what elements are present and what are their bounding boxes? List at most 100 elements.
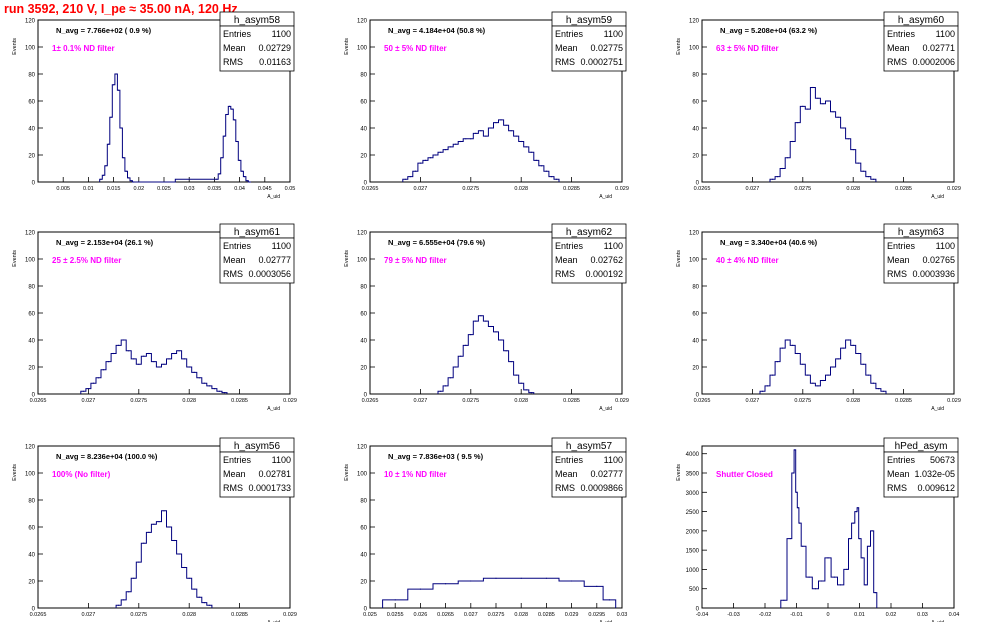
y-tick-label: 40	[360, 127, 367, 133]
histogram-line	[115, 510, 213, 608]
filter-label: 63 ± 5% ND filter	[716, 44, 779, 53]
y-tick-label: 100	[357, 472, 368, 478]
histogram-bin	[183, 358, 185, 360]
histogram-bin	[827, 557, 829, 559]
histogram-bin	[867, 374, 869, 376]
stats-value: 0.0009866	[580, 483, 623, 493]
stats-title: h_asym59	[566, 15, 613, 26]
histogram-bin	[133, 181, 135, 183]
histogram-bin	[822, 103, 824, 105]
x-tick-label: 0.028	[514, 186, 528, 192]
histogram-bin	[138, 561, 140, 563]
y-tick-label: 1500	[686, 549, 700, 555]
navg-label: N_avg = 5.208e+04 (63.2 %)	[720, 26, 818, 35]
y-tick-label: 100	[689, 258, 700, 264]
stats-box	[551, 25, 627, 72]
y-tick-label: 80	[28, 499, 35, 505]
histogram-bin	[470, 580, 472, 582]
histogram-bin	[808, 576, 810, 578]
histogram-bin	[857, 352, 859, 355]
x-tick-label: 0.005	[56, 186, 70, 192]
histogram-bin	[213, 388, 215, 390]
histogram-bin	[108, 143, 110, 145]
y-tick-label: 40	[28, 127, 35, 133]
histogram-bin	[874, 592, 876, 594]
histogram-bin	[228, 105, 231, 107]
histogram-bin	[153, 361, 155, 363]
filter-label: 50 ± 5% ND filter	[384, 44, 447, 53]
filter-label: 100% (No filter)	[52, 470, 111, 479]
histogram-bin	[789, 538, 791, 540]
histogram-bin	[865, 584, 867, 586]
x-tick-label: 0.02	[886, 612, 897, 618]
histogram-bin	[208, 385, 210, 387]
histogram-bin	[429, 157, 432, 159]
histogram-bin	[772, 374, 774, 376]
histogram-bin	[510, 130, 512, 132]
stats-value: 0.02777	[258, 255, 291, 265]
histogram-bin	[505, 350, 507, 352]
histogram-bin	[113, 84, 115, 86]
stats-value: 1100	[604, 455, 623, 465]
histogram-bin	[821, 580, 823, 582]
histogram-bin	[113, 352, 115, 355]
histogram-bin	[460, 140, 462, 143]
y-tick-label: 40	[360, 553, 367, 559]
histogram-bin	[115, 73, 117, 75]
histogram-bin	[231, 108, 233, 110]
histogram-bin	[246, 180, 248, 182]
histogram-bin	[440, 151, 442, 153]
x-tick-label: 0.0285	[538, 612, 555, 618]
histogram-bin	[799, 522, 801, 524]
y-tick-label: 80	[692, 285, 699, 291]
stats-value: 0.009612	[917, 483, 955, 493]
stats-label: RMS	[223, 269, 243, 279]
histogram-bin	[123, 339, 125, 341]
stats-label: RMS	[887, 269, 907, 279]
stats-box	[219, 237, 295, 284]
histogram-bin	[520, 577, 522, 579]
histogram-bin	[802, 105, 804, 107]
y-tick-label: 80	[360, 499, 367, 505]
histogram-bin	[100, 178, 102, 180]
histogram-line	[437, 315, 535, 394]
histogram-bin	[465, 344, 467, 346]
stats-label: Mean	[223, 43, 246, 53]
stats-value: 0.02729	[258, 43, 291, 53]
histogram-line	[99, 73, 251, 183]
histogram-bin	[130, 180, 132, 182]
histogram-bin	[394, 599, 396, 601]
y-axis-label: Events	[344, 38, 350, 55]
histogram-bin	[244, 176, 246, 178]
stats-value: 1100	[272, 29, 291, 39]
histogram-bin	[226, 113, 228, 116]
histogram-line	[769, 87, 877, 182]
histogram-bin	[123, 157, 125, 159]
stats-title: hPed_asym	[895, 441, 948, 452]
y-tick-label: 20	[692, 154, 699, 160]
histogram-bin	[827, 100, 829, 102]
histogram-bin	[223, 135, 226, 137]
y-tick-label: 80	[692, 73, 699, 79]
x-tick-label: 0.029	[283, 398, 297, 404]
histogram-bin	[128, 350, 130, 352]
y-tick-label: 0	[364, 393, 368, 399]
y-tick-label: 40	[360, 339, 367, 345]
stats-label: Mean	[555, 469, 578, 479]
histogram-bin	[163, 510, 165, 512]
histogram-bin	[812, 86, 814, 89]
x-tick-label: 0.0255	[387, 612, 404, 618]
histogram-bin	[485, 135, 487, 137]
y-tick-label: 120	[689, 19, 700, 25]
histogram-line	[759, 339, 887, 394]
navg-label: N_avg = 7.836e+03 ( 9.5 %)	[388, 452, 484, 461]
histogram-bin	[520, 382, 522, 384]
navg-label: N_avg = 6.555e+04 (79.6 %)	[388, 238, 486, 247]
histogram-bin	[545, 577, 548, 579]
y-tick-label: 60	[28, 526, 35, 532]
y-axis-label: Events	[12, 464, 18, 481]
x-axis-label: A_uid	[931, 194, 944, 200]
stats-value: 0.02781	[258, 469, 291, 479]
y-tick-label: 60	[360, 526, 367, 532]
